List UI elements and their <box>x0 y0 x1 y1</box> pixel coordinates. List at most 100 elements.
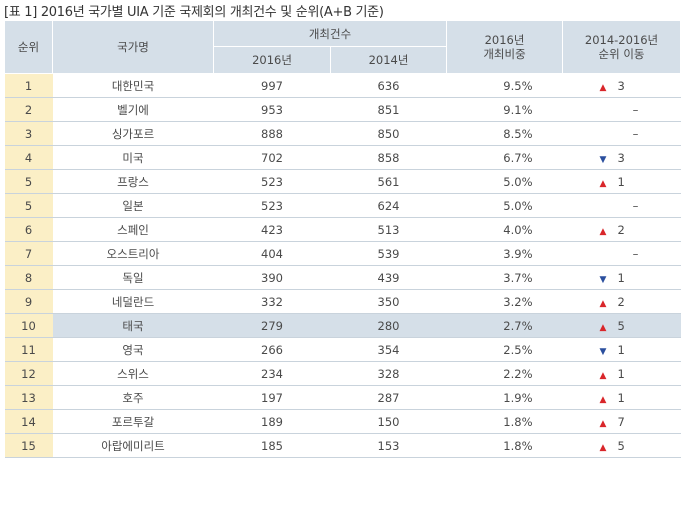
count-2016-cell: 523 <box>213 193 331 218</box>
rank-move-value: 2 <box>617 294 625 309</box>
table-row: 5 일본 523 624 5.0% – <box>4 193 681 218</box>
rank-move-cell: ▼ 3 <box>562 145 681 170</box>
count-2014-cell: 328 <box>330 361 447 386</box>
rank-cell: 14 <box>4 409 53 434</box>
rank-move-cell: – <box>562 97 681 122</box>
share-cell: 2.2% <box>446 361 563 386</box>
share-cell: 3.2% <box>446 289 563 314</box>
count-2016-cell: 997 <box>213 73 331 98</box>
rank-move: ▲ 7 <box>600 415 660 429</box>
share-cell: 9.1% <box>446 97 563 122</box>
rank-move-cell: ▼ 1 <box>562 337 681 362</box>
country-cell: 스페인 <box>52 217 214 242</box>
count-2014-cell: 153 <box>330 433 447 458</box>
triangle-up-icon: ▲ <box>599 370 607 381</box>
share-cell: 2.7% <box>446 313 563 338</box>
rank-cell: 1 <box>4 73 53 98</box>
rank-cell: 5 <box>4 193 53 218</box>
header-move-line1: 2014-2016년 <box>584 33 659 47</box>
count-2016-cell: 234 <box>213 361 331 386</box>
table-row: 13 호주 197 287 1.9% ▲ 1 <box>4 385 681 410</box>
table-row: 11 영국 266 354 2.5% ▼ 1 <box>4 337 681 362</box>
header-move-line2: 순위 이동 <box>598 47 645 61</box>
rank-move-value: 1 <box>617 390 625 405</box>
header-country: 국가명 <box>52 20 214 74</box>
share-cell: 3.7% <box>446 265 563 290</box>
count-2014-cell: 354 <box>330 337 447 362</box>
count-2016-cell: 390 <box>213 265 331 290</box>
rank-move-cell: ▲ 2 <box>562 289 681 314</box>
table-row: 2 벨기에 953 851 9.1% – <box>4 97 681 122</box>
count-2016-cell: 197 <box>213 385 331 410</box>
header-share-line2: 개최비중 <box>483 47 526 61</box>
share-cell: 1.9% <box>446 385 563 410</box>
header-2016: 2016년 <box>213 46 331 74</box>
triangle-up-icon: ▲ <box>599 442 607 453</box>
rank-move-value: 5 <box>617 438 625 453</box>
table-row: 7 오스트리아 404 539 3.9% – <box>4 241 681 266</box>
country-cell: 호주 <box>52 385 214 410</box>
count-2014-cell: 280 <box>330 313 447 338</box>
country-cell: 네덜란드 <box>52 289 214 314</box>
count-2014-cell: 150 <box>330 409 447 434</box>
triangle-down-icon: ▼ <box>599 346 607 357</box>
count-2016-cell: 189 <box>213 409 331 434</box>
rank-cell: 15 <box>4 433 53 458</box>
country-cell: 포르투갈 <box>52 409 214 434</box>
rank-move: ▲ 1 <box>600 367 660 381</box>
rank-move: ▼ 1 <box>600 343 660 357</box>
triangle-up-icon: ▲ <box>599 394 607 405</box>
rank-move-cell: ▲ 1 <box>562 169 681 194</box>
table-row: 3 싱가포르 888 850 8.5% – <box>4 121 681 146</box>
country-cell: 대한민국 <box>52 73 214 98</box>
triangle-up-icon: ▲ <box>599 178 607 189</box>
share-cell: 9.5% <box>446 73 563 98</box>
rank-cell: 4 <box>4 145 53 170</box>
table-row: 12 스위스 234 328 2.2% ▲ 1 <box>4 361 681 386</box>
rank-move-cell: – <box>562 121 681 146</box>
count-2016-cell: 185 <box>213 433 331 458</box>
count-2016-cell: 332 <box>213 289 331 314</box>
rank-move-cell: ▲ 3 <box>562 73 681 98</box>
share-cell: 1.8% <box>446 433 563 458</box>
count-2014-cell: 350 <box>330 289 447 314</box>
ranking-table: 순위 국가명 개최건수 2016년 개최비중 2014-2016년 순위 이동 … <box>4 20 682 458</box>
header-share-line1: 2016년 <box>484 33 525 47</box>
triangle-down-icon: ▼ <box>599 154 607 165</box>
rank-move: ▲ 2 <box>600 223 660 237</box>
rank-cell: 10 <box>4 313 53 338</box>
table-row: 14 포르투갈 189 150 1.8% ▲ 7 <box>4 409 681 434</box>
country-cell: 아랍에미리트 <box>52 433 214 458</box>
rank-cell: 8 <box>4 265 53 290</box>
share-cell: 3.9% <box>446 241 563 266</box>
country-cell: 미국 <box>52 145 214 170</box>
triangle-down-icon: ▼ <box>599 274 607 285</box>
count-2016-cell: 266 <box>213 337 331 362</box>
rank-cell: 2 <box>4 97 53 122</box>
count-2016-cell: 702 <box>213 145 331 170</box>
country-cell: 스위스 <box>52 361 214 386</box>
rank-move: ▲ 5 <box>600 439 660 453</box>
table-header: 순위 국가명 개최건수 2016년 개최비중 2014-2016년 순위 이동 … <box>4 20 682 74</box>
rank-move-value: 7 <box>617 414 625 429</box>
country-cell: 싱가포르 <box>52 121 214 146</box>
no-change-dash: – <box>632 102 639 117</box>
triangle-up-icon: ▲ <box>599 226 607 237</box>
table-row: 4 미국 702 858 6.7% ▼ 3 <box>4 145 681 170</box>
share-cell: 4.0% <box>446 217 563 242</box>
rank-move: ▲ 5 <box>600 319 660 333</box>
rank-move-cell: – <box>562 241 681 266</box>
rank-cell: 11 <box>4 337 53 362</box>
rank-move-value: 5 <box>617 318 625 333</box>
count-2014-cell: 439 <box>330 265 447 290</box>
rank-move: ▲ 1 <box>600 391 660 405</box>
triangle-up-icon: ▲ <box>599 82 607 93</box>
triangle-up-icon: ▲ <box>599 418 607 429</box>
rank-move-value: 2 <box>617 222 625 237</box>
table-row: 6 스페인 423 513 4.0% ▲ 2 <box>4 217 681 242</box>
rank-move-cell: ▲ 7 <box>562 409 681 434</box>
triangle-up-icon: ▲ <box>599 298 607 309</box>
rank-move-value: 3 <box>617 78 625 93</box>
rank-move-cell: ▲ 5 <box>562 313 681 338</box>
country-cell: 독일 <box>52 265 214 290</box>
